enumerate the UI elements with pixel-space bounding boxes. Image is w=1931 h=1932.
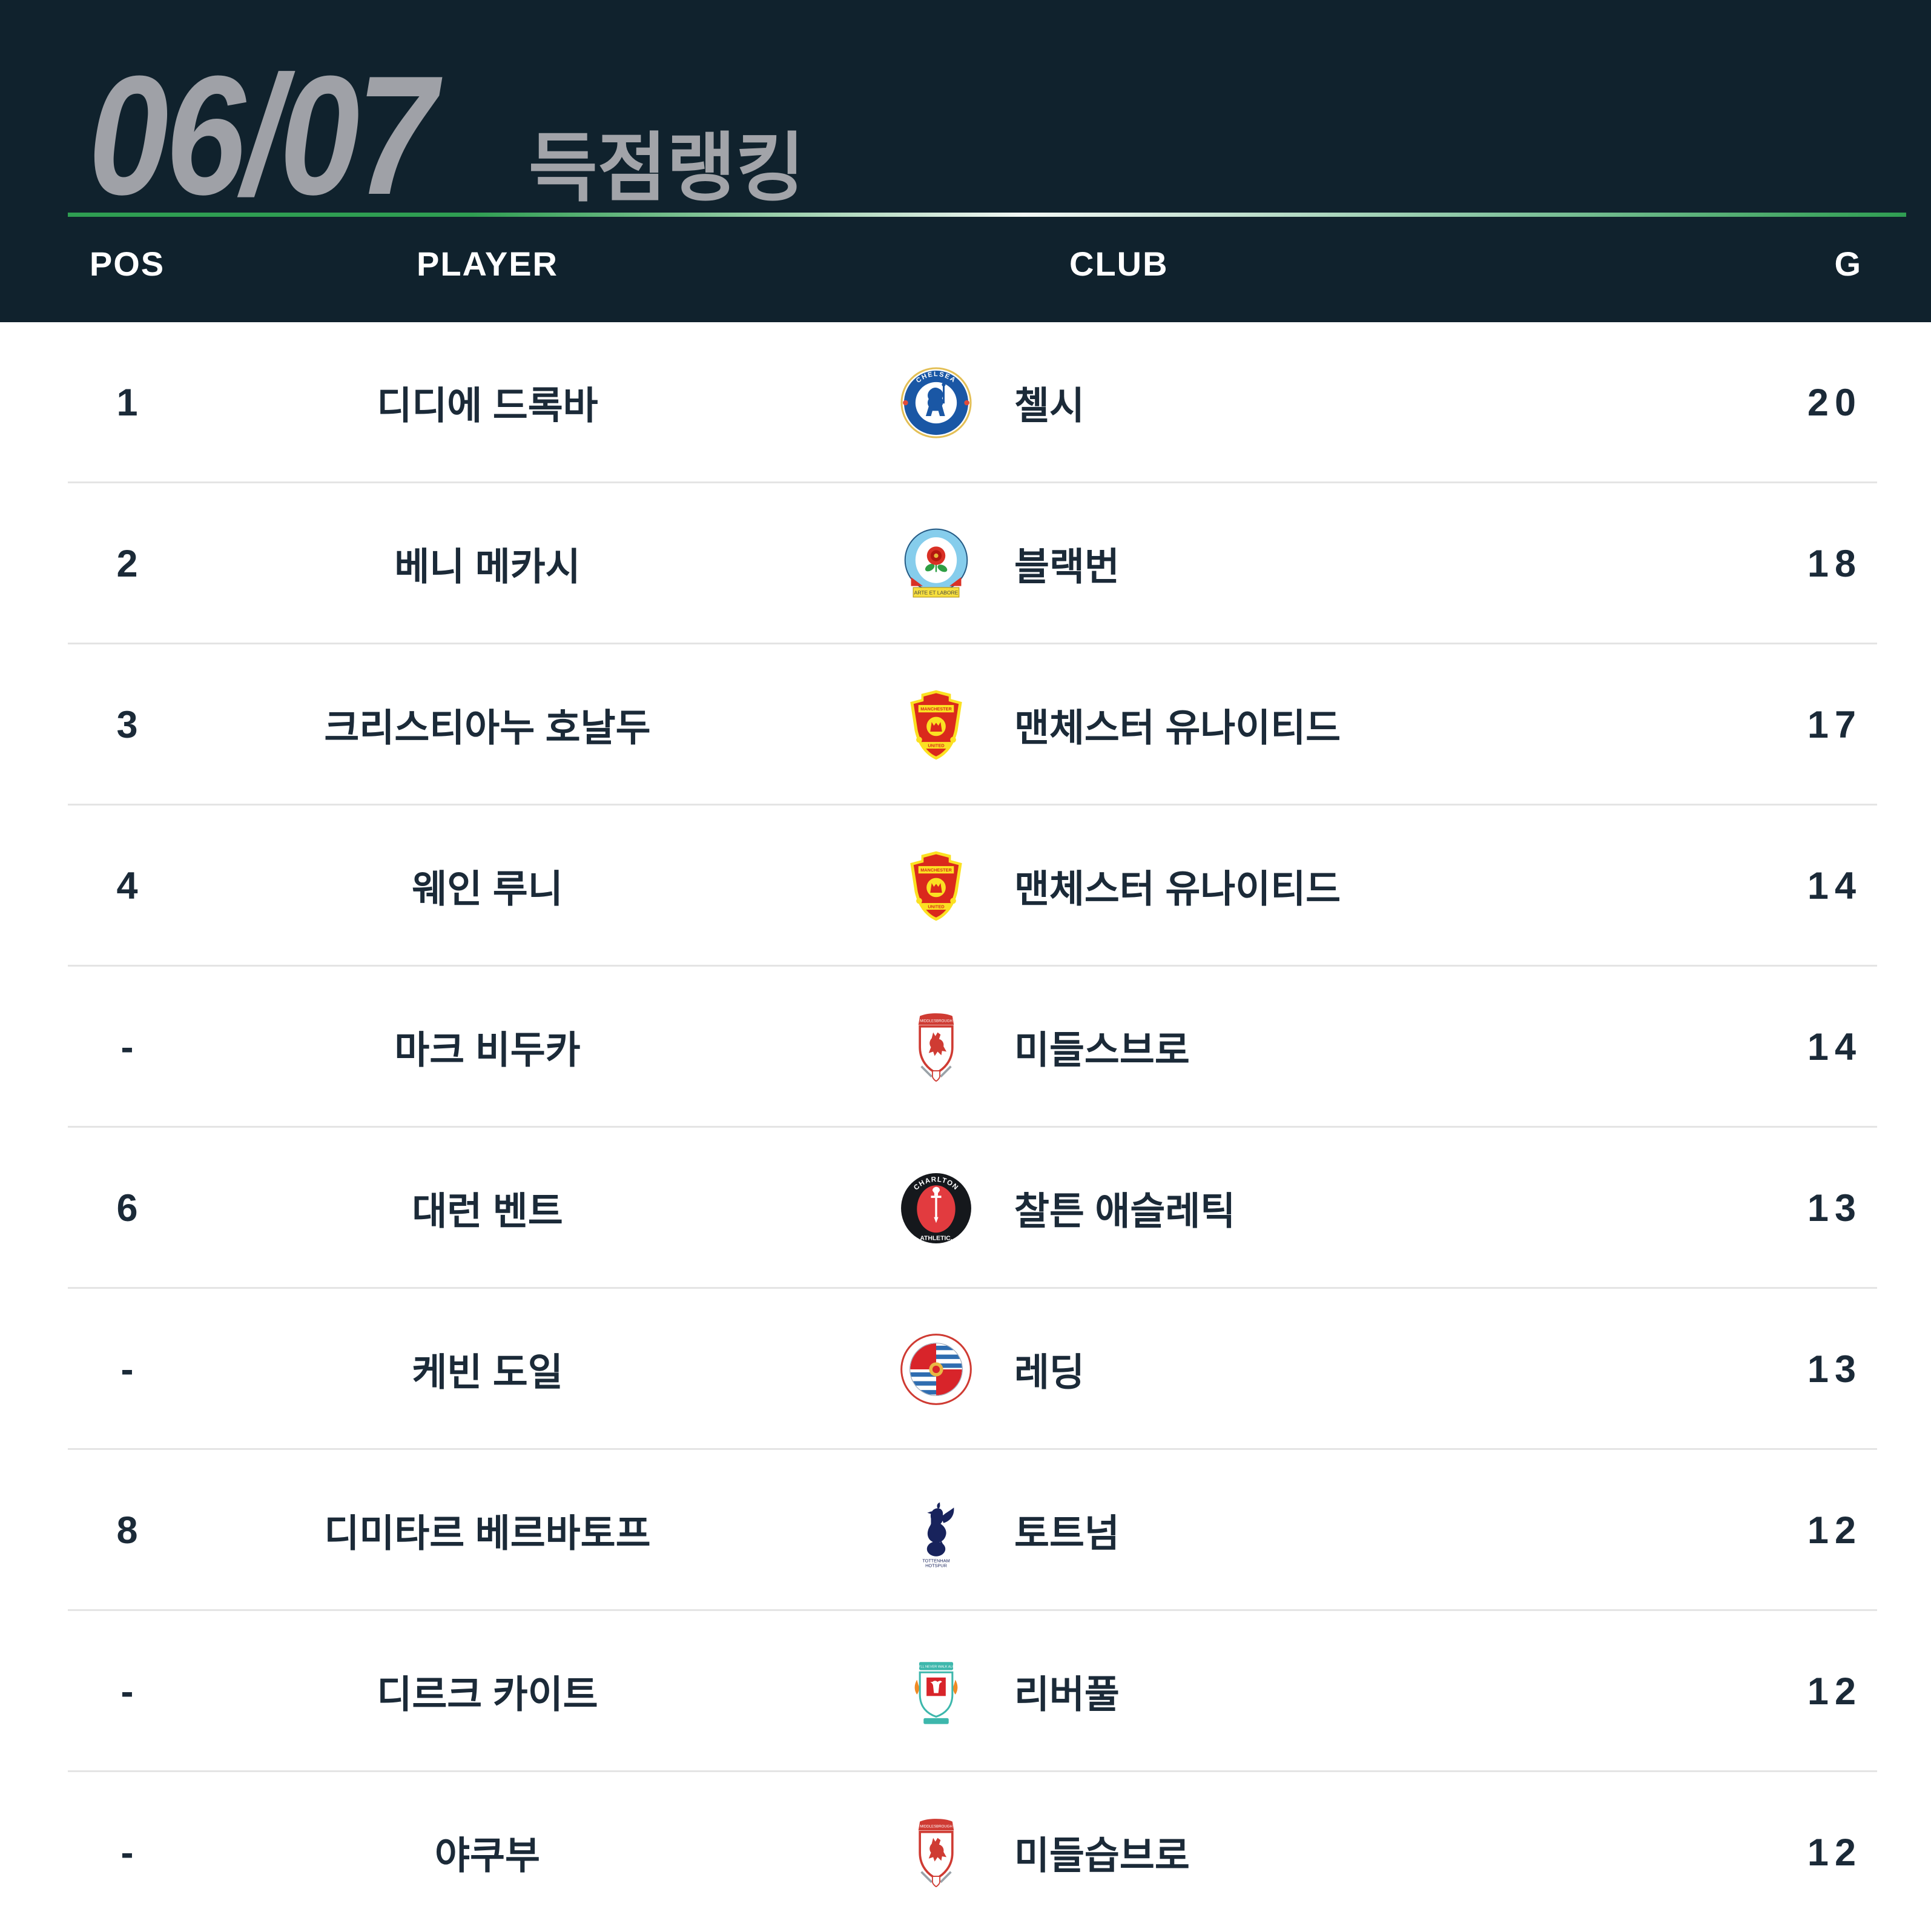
season-label: 06/07 [88, 41, 437, 230]
club-name: 첼시 [1014, 385, 1084, 428]
player-name: 디르크 카이트 [377, 1673, 598, 1716]
player-name: 베니 메카시 [394, 546, 581, 589]
row-divider [68, 643, 1877, 644]
table-row: - 케빈 도일 레딩 13 [0, 1289, 1931, 1450]
goals-value: 20 [1807, 382, 1862, 424]
goals-value: 13 [1807, 1348, 1862, 1391]
scorer-table: 1 디디에 드록바 CHELSEA 첼시 20 2 베니 메카시 ARTE ET… [0, 322, 1931, 1932]
table-row: 1 디디에 드록바 CHELSEA 첼시 20 [0, 322, 1931, 483]
accent-divider [68, 213, 1906, 217]
goals-value: 18 [1807, 543, 1862, 585]
club-name: 토트넘 [1014, 1512, 1120, 1555]
goals-value: 14 [1807, 1026, 1862, 1068]
man-united-crest-icon: MANCHESTER UNITED [899, 849, 973, 923]
club-name: 레딩 [1014, 1351, 1084, 1394]
position-value: - [120, 1348, 134, 1391]
player-name: 대런 벤트 [412, 1190, 563, 1233]
svg-text:TOTTENHAM: TOTTENHAM [922, 1558, 949, 1563]
svg-text:MANCHESTER: MANCHESTER [920, 867, 952, 873]
position-value: 8 [116, 1509, 138, 1552]
table-row: - 마크 비두카 MIDDLESBROUGH 미들스브로 14 [0, 967, 1931, 1128]
column-header-row: POS PLAYER CLUB G [0, 245, 1931, 283]
goals-value: 12 [1807, 1509, 1862, 1552]
svg-text:MANCHESTER: MANCHESTER [920, 706, 952, 712]
tottenham-crest-icon: TOTTENHAM HOTSPUR [899, 1494, 973, 1567]
table-row: - 야쿠부 MIDDLESBROUGH 미들습브로 12 [0, 1772, 1931, 1932]
svg-text:UNITED: UNITED [928, 743, 944, 749]
row-divider [68, 481, 1877, 483]
middlesbrough-crest-icon: MIDDLESBROUGH [899, 1010, 973, 1084]
svg-text:ARTE ET LABORE: ARTE ET LABORE [914, 590, 959, 596]
goals-value: 12 [1807, 1670, 1862, 1713]
svg-text:MIDDLESBROUGH: MIDDLESBROUGH [920, 1825, 952, 1829]
row-divider [68, 1448, 1877, 1450]
svg-text:UNITED: UNITED [928, 904, 944, 910]
row-divider [68, 1287, 1877, 1289]
player-name: 크리스티아누 호날두 [324, 707, 651, 750]
svg-text:MIDDLESBROUGH: MIDDLESBROUGH [920, 1019, 952, 1024]
player-name: 케빈 도일 [412, 1351, 563, 1394]
liverpool-crest-icon: YOU'LL NEVER WALK ALONE [899, 1655, 973, 1729]
charlton-crest-icon: CHARLTON ATHLETIC. [899, 1171, 973, 1245]
page-title: 06/07 득점랭킹 [88, 51, 805, 220]
svg-text:HOTSPUR: HOTSPUR [925, 1563, 947, 1567]
column-header-goals: G [1834, 245, 1862, 283]
svg-text:ATHLETIC.: ATHLETIC. [920, 1235, 952, 1242]
position-value: 3 [116, 704, 138, 746]
position-value: 1 [116, 382, 138, 424]
club-name: 미들습브로 [1014, 1834, 1190, 1877]
row-divider [68, 804, 1877, 806]
row-divider [68, 965, 1877, 967]
player-name: 디미타르 베르바토프 [324, 1512, 651, 1555]
player-name: 웨인 루니 [412, 868, 563, 911]
row-divider [68, 1609, 1877, 1611]
club-name: 리버풀 [1014, 1673, 1120, 1716]
column-header-club: CLUB [1069, 245, 1169, 283]
reading-crest-icon [899, 1332, 973, 1406]
position-value: - [120, 1026, 134, 1068]
position-value: 4 [116, 865, 138, 907]
position-value: 6 [116, 1187, 138, 1229]
table-row: - 디르크 카이트 YOU'LL NEVER WALK ALONE 리버풀 12 [0, 1611, 1931, 1772]
table-row: 6 대런 벤트 CHARLTON ATHLETIC. 찰튼 애슬레틱 13 [0, 1128, 1931, 1289]
svg-text:YOU'LL NEVER WALK ALONE: YOU'LL NEVER WALK ALONE [913, 1665, 960, 1669]
man-united-crest-icon: MANCHESTER UNITED [899, 688, 973, 762]
goals-value: 14 [1807, 865, 1862, 907]
ranking-title: 득점랭킹 [528, 127, 805, 210]
player-name: 야쿠부 [435, 1834, 540, 1877]
player-name: 마크 비두카 [394, 1029, 581, 1072]
column-header-pos: POS [89, 245, 165, 283]
row-divider [68, 1126, 1877, 1128]
goals-value: 12 [1807, 1831, 1862, 1874]
chelsea-crest-icon: CHELSEA [899, 366, 973, 440]
column-header-player: PLAYER [416, 245, 558, 283]
club-name: 찰튼 애슬레틱 [1014, 1190, 1236, 1233]
position-value: - [120, 1831, 134, 1874]
club-name: 미들스브로 [1014, 1029, 1190, 1072]
club-name: 블랙번 [1014, 546, 1120, 589]
club-name: 맨체스터 유나이티드 [1014, 707, 1341, 750]
club-name: 맨체스터 유나이티드 [1014, 868, 1341, 911]
table-row: 8 디미타르 베르바토프 TOTTENHAM HOTSPUR 토트넘 12 [0, 1450, 1931, 1611]
table-row: 3 크리스티아누 호날두 MANCHESTER UNITED 맨체스터 유나이티… [0, 644, 1931, 806]
blackburn-crest-icon: ARTE ET LABORE [899, 527, 973, 601]
position-value: 2 [116, 543, 138, 585]
header-banner: 06/07 득점랭킹 POS PLAYER CLUB G [0, 0, 1931, 322]
middlesbrough-crest-icon: MIDDLESBROUGH [899, 1816, 973, 1890]
player-name: 디디에 드록바 [377, 385, 598, 428]
table-row: 4 웨인 루니 MANCHESTER UNITED 맨체스터 유나이티드 14 [0, 806, 1931, 967]
goals-value: 17 [1807, 704, 1862, 746]
table-row: 2 베니 메카시 ARTE ET LABORE 블랙번 18 [0, 483, 1931, 644]
goals-value: 13 [1807, 1187, 1862, 1229]
position-value: - [120, 1670, 134, 1713]
row-divider [68, 1770, 1877, 1772]
